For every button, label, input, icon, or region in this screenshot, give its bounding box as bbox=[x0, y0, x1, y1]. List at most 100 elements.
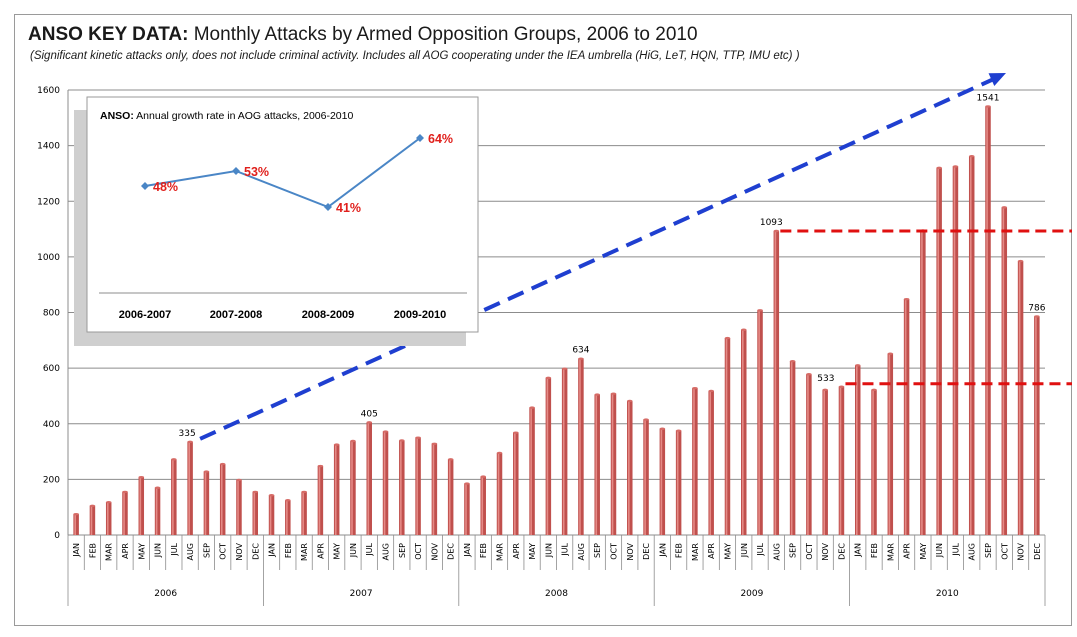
bar-cap bbox=[968, 154, 975, 158]
inset-value-label: 48% bbox=[153, 180, 178, 194]
bar-highlight bbox=[90, 505, 93, 535]
data-label: 1541 bbox=[977, 93, 1000, 103]
bar bbox=[496, 452, 503, 535]
bar bbox=[985, 106, 991, 536]
bar bbox=[659, 428, 666, 535]
bar-cap bbox=[187, 440, 193, 444]
bar-cap bbox=[122, 490, 128, 494]
data-label: 1093 bbox=[760, 218, 783, 228]
bar-cap bbox=[1017, 259, 1024, 263]
bar-highlight bbox=[123, 491, 125, 535]
bar bbox=[822, 389, 828, 535]
bar-highlight bbox=[986, 106, 988, 536]
bar-highlight bbox=[644, 419, 646, 535]
month-label: NOV bbox=[235, 542, 244, 560]
bar bbox=[529, 407, 535, 535]
bar-cap bbox=[382, 430, 389, 433]
bar-cap bbox=[887, 352, 894, 355]
bar bbox=[122, 491, 128, 535]
month-label: DEC bbox=[251, 543, 260, 560]
bar bbox=[317, 466, 324, 535]
bar-highlight bbox=[302, 491, 304, 535]
bar-cap bbox=[643, 418, 649, 421]
bar bbox=[285, 500, 291, 535]
year-label: 2010 bbox=[936, 589, 959, 599]
bar-highlight bbox=[74, 514, 76, 535]
bar-cap bbox=[301, 490, 307, 494]
bar bbox=[724, 338, 731, 535]
month-label: APR bbox=[903, 543, 912, 559]
bar-highlight bbox=[383, 431, 386, 535]
bar bbox=[1017, 261, 1024, 535]
month-label: MAR bbox=[691, 543, 700, 561]
bar-highlight bbox=[220, 464, 223, 535]
month-label: SEP bbox=[202, 543, 211, 558]
bar-highlight bbox=[1035, 316, 1037, 535]
y-tick-label: 1600 bbox=[37, 86, 60, 96]
bar-highlight bbox=[611, 393, 614, 535]
bar-cap bbox=[806, 373, 812, 376]
month-label: SEP bbox=[789, 543, 798, 558]
bar-cap bbox=[627, 399, 633, 403]
bar bbox=[627, 400, 633, 535]
month-label: AUG bbox=[968, 543, 977, 561]
inset-point bbox=[324, 203, 332, 211]
bar bbox=[871, 389, 877, 535]
month-label: NOV bbox=[1017, 542, 1026, 560]
bar-highlight bbox=[432, 443, 435, 535]
bar-highlight bbox=[676, 430, 679, 535]
bar-highlight bbox=[204, 471, 207, 535]
bar-highlight bbox=[334, 444, 337, 535]
bar-cap bbox=[985, 105, 991, 108]
bar-cap bbox=[89, 504, 96, 507]
bar-highlight bbox=[774, 231, 777, 535]
bar bbox=[545, 377, 552, 535]
inset-point bbox=[141, 182, 149, 190]
bar-cap bbox=[513, 431, 519, 434]
bar-cap bbox=[268, 494, 275, 497]
month-label: JAN bbox=[72, 543, 81, 558]
bar bbox=[1034, 316, 1040, 535]
bar bbox=[692, 388, 698, 535]
bar-cap bbox=[594, 393, 600, 396]
title-rest: Monthly Attacks by Armed Opposition Grou… bbox=[188, 24, 698, 45]
bar bbox=[333, 444, 340, 535]
bar bbox=[382, 431, 389, 535]
inset-title-rest: Annual growth rate in AOG attacks, 2006-… bbox=[134, 110, 354, 122]
bar bbox=[447, 459, 454, 535]
month-label: MAY bbox=[528, 543, 537, 560]
month-label: AUG bbox=[382, 543, 391, 561]
bar bbox=[431, 443, 438, 535]
bar bbox=[675, 430, 682, 535]
bar bbox=[105, 502, 112, 535]
month-label: JUL bbox=[951, 542, 960, 556]
bar-highlight bbox=[530, 407, 532, 535]
bar-highlight bbox=[693, 388, 695, 535]
bar bbox=[73, 514, 79, 535]
bar-highlight bbox=[416, 437, 418, 535]
bar-cap bbox=[105, 500, 112, 504]
y-tick-label: 1200 bbox=[37, 197, 60, 207]
bar bbox=[366, 422, 372, 535]
y-tick-label: 400 bbox=[43, 420, 60, 430]
inset-value-label: 53% bbox=[244, 165, 269, 179]
bar-highlight bbox=[172, 459, 174, 535]
bar-highlight bbox=[742, 329, 744, 535]
month-label: MAR bbox=[105, 543, 114, 561]
bar bbox=[399, 440, 405, 535]
bar-cap bbox=[822, 388, 828, 392]
bar-highlight bbox=[318, 466, 321, 535]
bar bbox=[854, 365, 861, 535]
bar bbox=[513, 432, 519, 535]
bar-cap bbox=[154, 486, 161, 489]
bar-cap bbox=[741, 328, 747, 331]
month-label: JAN bbox=[463, 543, 472, 558]
bar-highlight bbox=[904, 299, 907, 535]
month-label: NOV bbox=[430, 542, 439, 560]
bar bbox=[741, 329, 747, 535]
bar-cap bbox=[415, 436, 421, 439]
inset-value-label: 41% bbox=[336, 201, 361, 215]
chart-title: ANSO KEY DATA: Monthly Attacks by Armed … bbox=[28, 24, 698, 46]
bar bbox=[187, 441, 193, 535]
bar bbox=[887, 353, 894, 535]
